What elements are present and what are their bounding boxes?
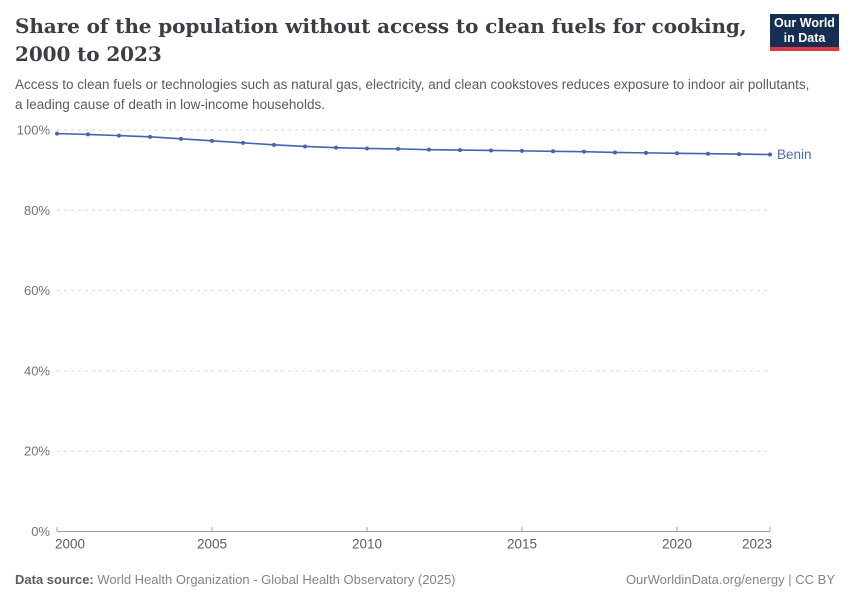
- data-point-benin-2010[interactable]: [365, 146, 369, 151]
- y-tick-label-0: 0%: [31, 524, 50, 539]
- data-point-benin-2011[interactable]: [396, 146, 400, 151]
- data-point-benin-2008[interactable]: [303, 144, 307, 149]
- data-point-benin-2019[interactable]: [644, 150, 648, 155]
- series-label-benin[interactable]: Benin: [777, 147, 812, 162]
- data-point-benin-2002[interactable]: [117, 133, 121, 138]
- data-source-text: World Health Organization - Global Healt…: [93, 572, 456, 587]
- x-tick-label-2000: 2000: [55, 537, 85, 552]
- data-point-benin-2009[interactable]: [334, 145, 338, 150]
- owid-logo[interactable]: Our World in Data: [770, 14, 839, 51]
- data-point-benin-2016[interactable]: [551, 149, 555, 154]
- owid-logo-text: Our World in Data: [770, 14, 839, 47]
- data-point-benin-2022[interactable]: [737, 152, 741, 157]
- chart-footer: Data source: World Health Organization -…: [0, 572, 850, 587]
- x-tick-label-2005: 2005: [197, 537, 227, 552]
- chart-subtitle: Access to clean fuels or technologies su…: [15, 77, 810, 112]
- data-point-benin-2007[interactable]: [272, 142, 276, 147]
- data-point-benin-2023[interactable]: [768, 152, 772, 157]
- data-source-note: Data source: World Health Organization -…: [15, 572, 456, 587]
- data-point-benin-2014[interactable]: [489, 148, 493, 153]
- data-point-benin-2017[interactable]: [582, 149, 586, 154]
- series-line-benin[interactable]: [56, 132, 771, 156]
- data-point-benin-2006[interactable]: [241, 140, 245, 145]
- x-tick-label-2015: 2015: [507, 537, 537, 552]
- x-tick-label-2010: 2010: [352, 537, 382, 552]
- data-point-benin-2001[interactable]: [86, 132, 90, 137]
- data-point-benin-2012[interactable]: [427, 147, 431, 152]
- data-point-benin-2003[interactable]: [148, 134, 152, 139]
- owid-logo-accent-bar: [770, 47, 839, 51]
- y-tick-label-20: 20%: [24, 444, 50, 459]
- y-tick-label-100: 100%: [17, 123, 51, 138]
- data-point-benin-2020[interactable]: [675, 151, 679, 156]
- data-source-label: Data source:: [15, 572, 94, 587]
- y-tick-label-40: 40%: [24, 363, 50, 378]
- data-point-benin-2013[interactable]: [458, 148, 462, 153]
- chart-title-line2: 2000 to 2023: [15, 42, 162, 66]
- data-point-benin-2018[interactable]: [613, 150, 617, 155]
- chart-title-line1: Share of the population without access t…: [15, 14, 747, 38]
- attribution-note[interactable]: OurWorldinData.org/energy | CC BY: [625, 572, 835, 587]
- data-point-benin-2000[interactable]: [55, 131, 59, 136]
- data-point-benin-2005[interactable]: [210, 138, 214, 143]
- data-point-benin-2015[interactable]: [520, 148, 524, 153]
- x-tick-label-2020: 2020: [662, 537, 692, 552]
- chart-title: Share of the population without access t…: [15, 12, 760, 68]
- x-tick-label-2023: 2023: [742, 537, 772, 552]
- y-tick-label-80: 80%: [24, 203, 50, 218]
- y-tick-label-60: 60%: [24, 283, 50, 298]
- data-point-benin-2004[interactable]: [179, 136, 183, 141]
- data-point-benin-2021[interactable]: [706, 151, 710, 156]
